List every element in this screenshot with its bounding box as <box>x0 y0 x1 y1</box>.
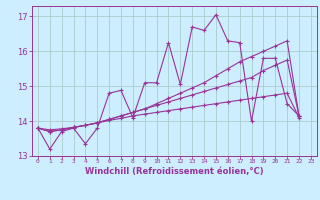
X-axis label: Windchill (Refroidissement éolien,°C): Windchill (Refroidissement éolien,°C) <box>85 167 264 176</box>
